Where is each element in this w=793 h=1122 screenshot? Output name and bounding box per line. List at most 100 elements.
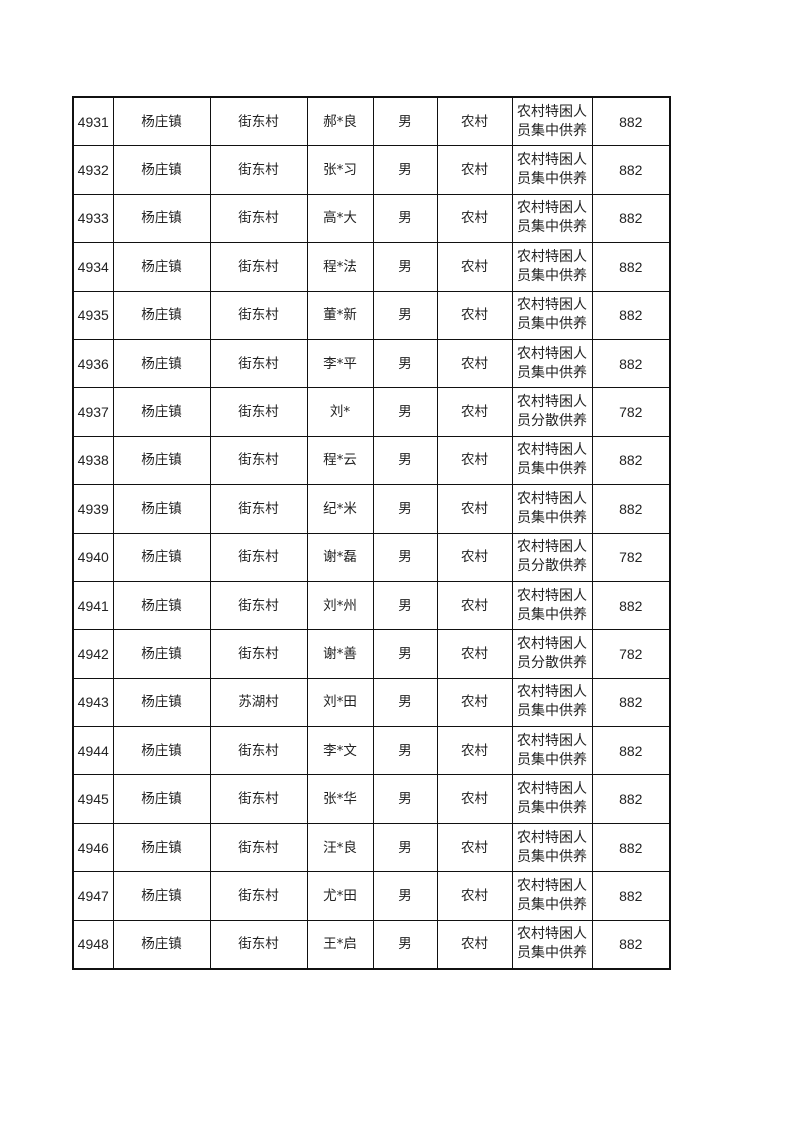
amount-cell: 882 (591, 774, 671, 824)
record-number-cell: 4941 (72, 580, 114, 631)
assistance-category-cell: 农村特困人员集中供养 (511, 435, 593, 486)
name-cell: 程*云 (306, 435, 374, 486)
residence-type-cell: 农村 (436, 919, 513, 970)
town-cell: 杨庄镇 (112, 338, 211, 389)
record-number-cell: 4944 (72, 726, 114, 776)
gender-cell: 男 (372, 726, 438, 776)
gender-cell: 男 (372, 242, 438, 292)
amount-cell: 882 (591, 871, 671, 921)
record-number-cell: 4943 (72, 677, 114, 728)
name-cell: 李*文 (306, 726, 374, 776)
residence-type-cell: 农村 (436, 435, 513, 486)
gender-cell: 男 (372, 435, 438, 486)
name-cell: 董*新 (306, 290, 374, 340)
amount-cell: 782 (591, 387, 671, 437)
village-cell: 街东村 (209, 338, 308, 389)
town-cell: 杨庄镇 (112, 193, 211, 244)
residence-type-cell: 农村 (436, 193, 513, 244)
gender-cell: 男 (372, 822, 438, 873)
table-row: 4940 杨庄镇 街东村 谢*磊男农村 农村特困人员分散供养 782 (72, 532, 671, 582)
assistance-category-cell: 农村特困人员集中供养 (511, 580, 593, 631)
amount-cell: 782 (591, 532, 671, 582)
town-cell: 杨庄镇 (112, 580, 211, 631)
amount-cell: 882 (591, 193, 671, 244)
table-row: 4936 杨庄镇 街东村 李*平男农村 农村特困人员集中供养 882 (72, 338, 671, 389)
village-cell: 街东村 (209, 290, 308, 340)
name-cell: 汪*良 (306, 822, 374, 873)
town-cell: 杨庄镇 (112, 677, 211, 728)
record-number-cell: 4933 (72, 193, 114, 244)
amount-cell: 882 (591, 677, 671, 728)
residence-type-cell: 农村 (436, 387, 513, 437)
amount-cell: 882 (591, 96, 671, 147)
town-cell: 杨庄镇 (112, 919, 211, 970)
town-cell: 杨庄镇 (112, 387, 211, 437)
amount-cell: 882 (591, 290, 671, 340)
village-cell: 街东村 (209, 629, 308, 679)
assistance-category-cell: 农村特困人员分散供养 (511, 387, 593, 437)
residence-type-cell: 农村 (436, 774, 513, 824)
gender-cell: 男 (372, 677, 438, 728)
assistance-category-cell: 农村特困人员集中供养 (511, 96, 593, 147)
gender-cell: 男 (372, 580, 438, 631)
town-cell: 杨庄镇 (112, 242, 211, 292)
residence-type-cell: 农村 (436, 629, 513, 679)
table-row: 4933 杨庄镇 街东村 高*大男农村 农村特困人员集中供养 882 (72, 193, 671, 244)
gender-cell: 男 (372, 145, 438, 195)
name-cell: 纪*米 (306, 484, 374, 534)
amount-cell: 882 (591, 338, 671, 389)
town-cell: 杨庄镇 (112, 290, 211, 340)
residence-type-cell: 农村 (436, 532, 513, 582)
name-cell: 尤*田 (306, 871, 374, 921)
table-row: 4937 杨庄镇 街东村 刘* 男农村 农村特困人员分散供养 782 (72, 387, 671, 437)
residence-type-cell: 农村 (436, 484, 513, 534)
record-number-cell: 4946 (72, 822, 114, 873)
gender-cell: 男 (372, 193, 438, 244)
assistance-category-cell: 农村特困人员集中供养 (511, 822, 593, 873)
town-cell: 杨庄镇 (112, 726, 211, 776)
amount-cell: 882 (591, 919, 671, 970)
table-row: 4931 杨庄镇 街东村 郝*良男农村 农村特困人员集中供养 882 (72, 96, 671, 147)
assistance-category-cell: 农村特困人员集中供养 (511, 726, 593, 776)
residence-type-cell: 农村 (436, 580, 513, 631)
record-number-cell: 4936 (72, 338, 114, 389)
town-cell: 杨庄镇 (112, 822, 211, 873)
village-cell: 街东村 (209, 580, 308, 631)
record-number-cell: 4932 (72, 145, 114, 195)
gender-cell: 男 (372, 484, 438, 534)
residence-type-cell: 农村 (436, 677, 513, 728)
name-cell: 王*启 (306, 919, 374, 970)
assistance-category-cell: 农村特困人员分散供养 (511, 532, 593, 582)
record-number-cell: 4947 (72, 871, 114, 921)
gender-cell: 男 (372, 629, 438, 679)
village-cell: 街东村 (209, 822, 308, 873)
town-cell: 杨庄镇 (112, 871, 211, 921)
amount-cell: 882 (591, 822, 671, 873)
record-number-cell: 4938 (72, 435, 114, 486)
name-cell: 刘* (306, 387, 374, 437)
residence-type-cell: 农村 (436, 726, 513, 776)
gender-cell: 男 (372, 96, 438, 147)
name-cell: 高*大 (306, 193, 374, 244)
village-cell: 街东村 (209, 726, 308, 776)
assistance-category-cell: 农村特困人员集中供养 (511, 338, 593, 389)
residence-type-cell: 农村 (436, 338, 513, 389)
assistance-category-cell: 农村特困人员集中供养 (511, 290, 593, 340)
record-number-cell: 4948 (72, 919, 114, 970)
assistance-category-cell: 农村特困人员集中供养 (511, 919, 593, 970)
village-cell: 街东村 (209, 242, 308, 292)
gender-cell: 男 (372, 290, 438, 340)
table-row: 4932 杨庄镇 街东村 张*习男农村 农村特困人员集中供养 882 (72, 145, 671, 195)
name-cell: 谢*磊 (306, 532, 374, 582)
name-cell: 李*平 (306, 338, 374, 389)
assistance-category-cell: 农村特困人员集中供养 (511, 145, 593, 195)
table-row: 4938 杨庄镇 街东村 程*云男农村 农村特困人员集中供养 882 (72, 435, 671, 486)
town-cell: 杨庄镇 (112, 435, 211, 486)
town-cell: 杨庄镇 (112, 629, 211, 679)
amount-cell: 882 (591, 435, 671, 486)
village-cell: 街东村 (209, 193, 308, 244)
table-row: 4941 杨庄镇 街东村 刘*州男农村 农村特困人员集中供养 882 (72, 580, 671, 631)
amount-cell: 882 (591, 726, 671, 776)
table-row: 4939 杨庄镇 街东村 纪*米男农村 农村特困人员集中供养 882 (72, 484, 671, 534)
table-row: 4943 杨庄镇 苏湖村 刘*田男农村 农村特困人员集中供养 882 (72, 677, 671, 728)
